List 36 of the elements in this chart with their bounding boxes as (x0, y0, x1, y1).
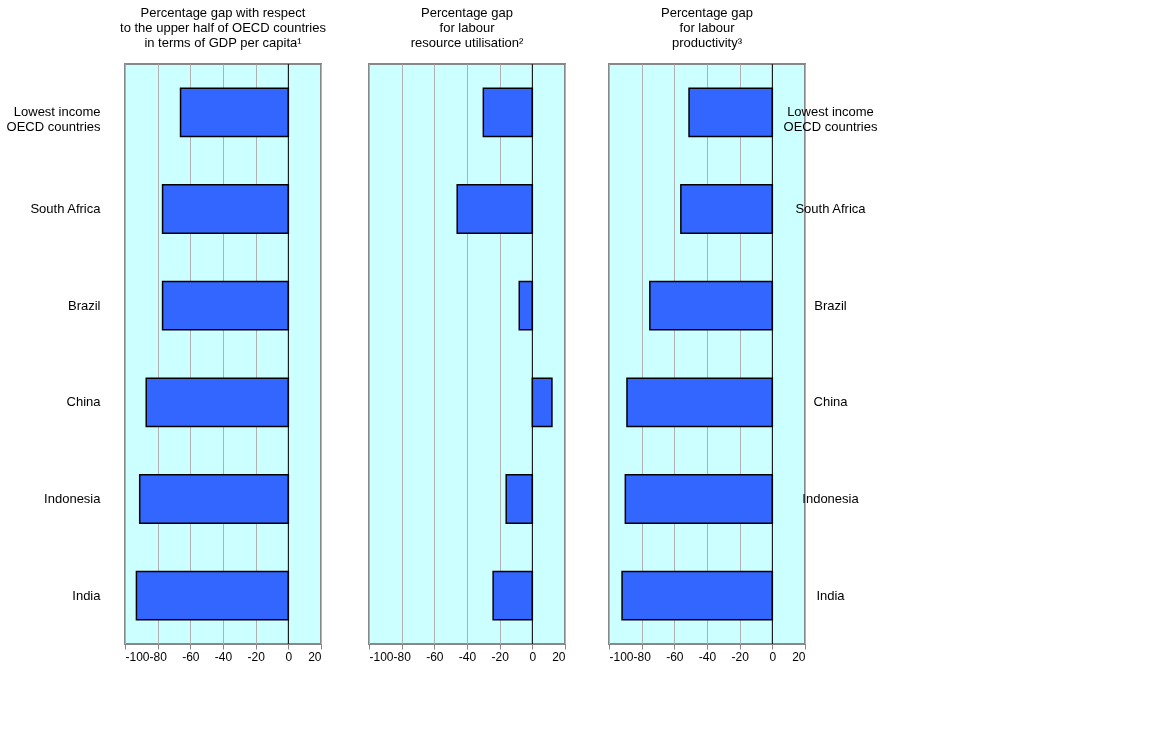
x-tick-label: 0 (285, 649, 293, 664)
y-tick-label: China (66, 394, 102, 410)
x-tick-label: 20 (552, 649, 566, 664)
x-tick-label: -60 (666, 649, 684, 664)
chart-title: Percentage gap with respect to the upper half of OECD countries in terms of GDP per capita¹ (120, 4, 327, 50)
y-tick-label: India (72, 587, 102, 603)
x-tick-label: -40 (458, 649, 477, 664)
x-tick-label: 0 (529, 649, 537, 664)
x-tick-label: -100 (609, 649, 634, 664)
x-tick-label: 0 (769, 649, 777, 664)
x-tick-label: 20 (792, 649, 806, 664)
x-tick-label: -20 (247, 649, 266, 664)
y-tick-label: South Africa (795, 201, 867, 216)
x-tick-label: -100 (125, 649, 150, 664)
x-tick-label: -60 (426, 649, 444, 664)
x-tick-label: -20 (731, 649, 750, 664)
x-tick-label: -80 (149, 649, 168, 664)
y-tick-label: China (813, 394, 849, 410)
y-tick-label: Brazil (814, 297, 847, 313)
x-tick-label: -80 (633, 649, 652, 664)
x-tick-label: -80 (393, 649, 412, 664)
y-tick-label: Brazil (67, 297, 101, 313)
x-tick-label: -60 (182, 649, 200, 664)
y-tick-label: Lowest income OECD countries (783, 104, 878, 135)
x-tick-label: -40 (214, 649, 233, 664)
y-tick-label: Indonesia (44, 491, 102, 506)
x-tick-label: -20 (491, 649, 510, 664)
y-tick-label: Lowest income OECD countries (6, 104, 101, 135)
y-tick-label: South Africa (30, 201, 102, 216)
chart-title: Percentage gap for labour resource utilisation² (410, 4, 525, 50)
y-tick-label: India (816, 587, 846, 603)
chart-title: Percentage gap for labour productivity³ (661, 4, 753, 50)
x-tick-label: -40 (698, 649, 717, 664)
x-tick-label: 20 (308, 649, 322, 664)
x-tick-label: -100 (369, 649, 394, 664)
y-tick-label: Indonesia (802, 491, 860, 506)
